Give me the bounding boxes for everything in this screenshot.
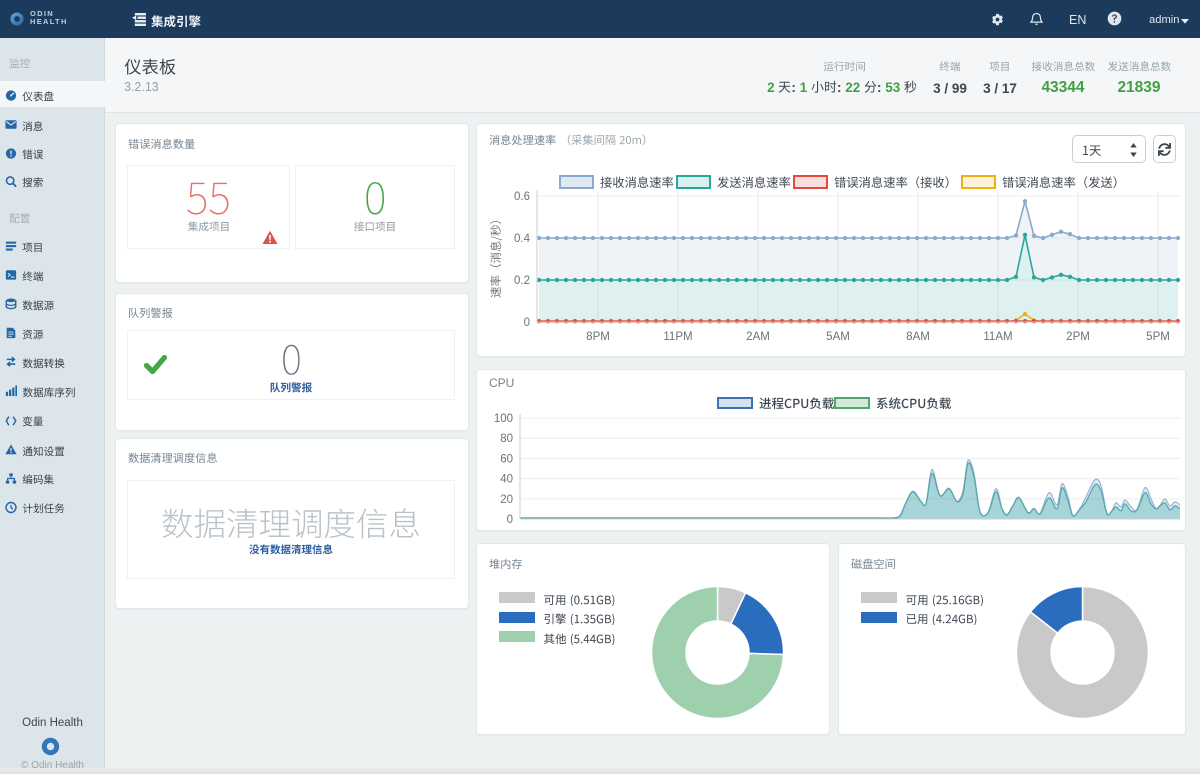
svg-text:0: 0 <box>524 317 530 329</box>
svg-text:80: 80 <box>500 433 513 445</box>
svg-text:5AM: 5AM <box>826 331 850 343</box>
svg-text:0.6: 0.6 <box>514 191 530 203</box>
svg-text:11PM: 11PM <box>663 331 692 343</box>
svg-text:100: 100 <box>494 413 513 425</box>
svg-text:8PM: 8PM <box>586 331 610 343</box>
svg-text:2AM: 2AM <box>746 331 770 343</box>
svg-text:0: 0 <box>507 514 513 526</box>
svg-text:2PM: 2PM <box>1066 331 1090 343</box>
svg-text:8AM: 8AM <box>906 331 930 343</box>
svg-text:40: 40 <box>500 474 513 486</box>
svg-text:0.4: 0.4 <box>514 233 531 245</box>
svg-text:20: 20 <box>500 494 513 506</box>
svg-text:11AM: 11AM <box>983 331 1012 343</box>
svg-text:5PM: 5PM <box>1146 331 1170 343</box>
svg-text:60: 60 <box>500 453 513 465</box>
svg-text:0.2: 0.2 <box>514 275 530 287</box>
